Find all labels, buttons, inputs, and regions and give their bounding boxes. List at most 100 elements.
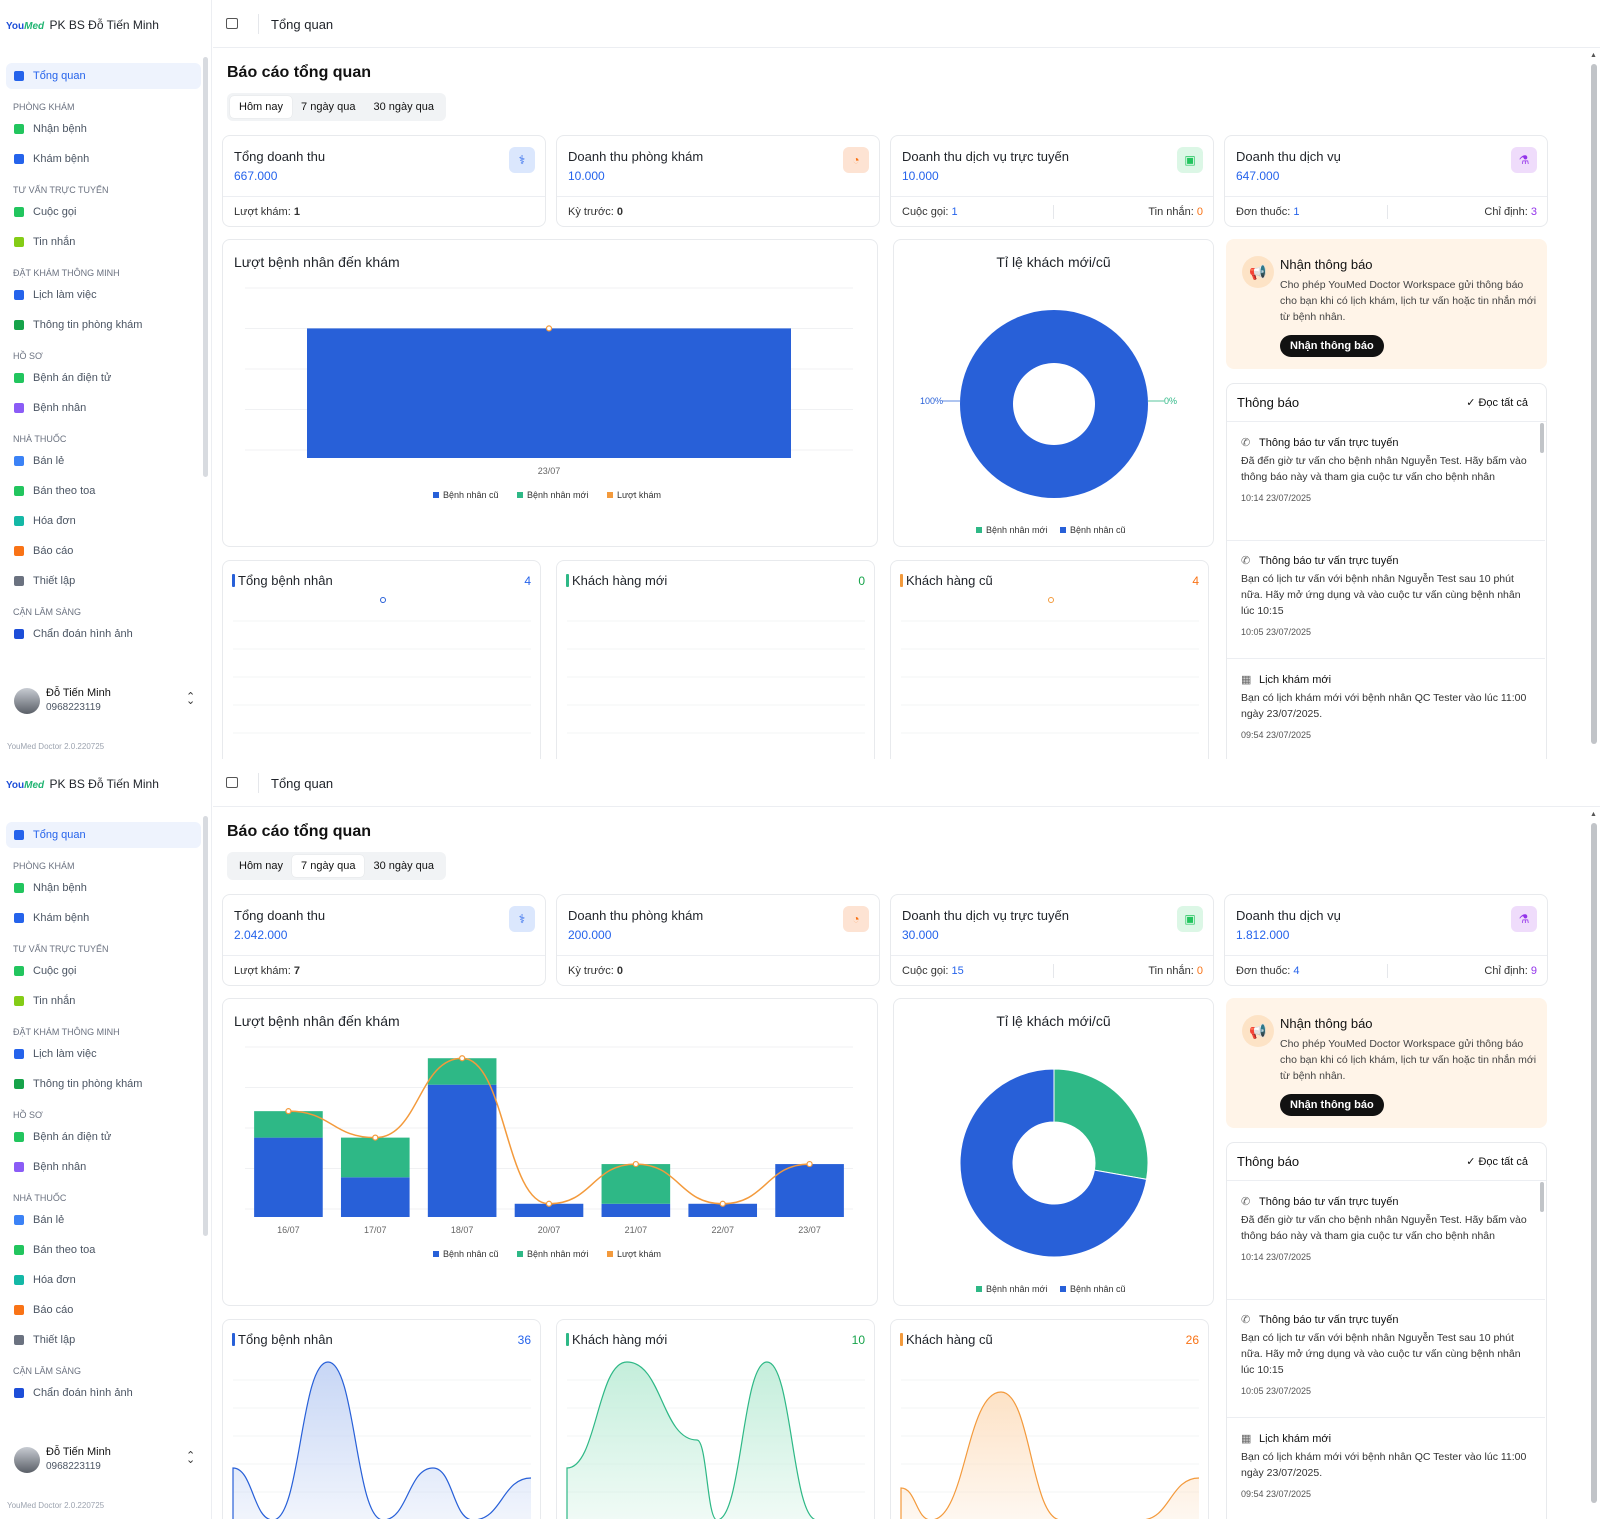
sidebar-item[interactable]: Cuộc gọi [6,958,201,984]
cta-description: Cho phép YouMed Doctor Workspace gửi thô… [1280,279,1537,323]
notification-item[interactable]: ✆ Thông báo tư vấn trực tuyến Đã đến giờ t… [1227,1195,1545,1300]
sidebar-item[interactable]: Bệnh án điện tử [6,365,201,391]
sidebar-item[interactable]: Bán lẻ [6,1207,201,1233]
sidebar-item[interactable]: Hóa đơn [6,1267,201,1293]
sidebar-item[interactable]: Chẩn đoán hình ảnh [6,1380,201,1406]
sidebar-item[interactable]: Thiết lập [6,1327,201,1353]
sidebar-item[interactable]: Khám bệnh [6,905,201,931]
user-profile[interactable]: Đỗ Tiến Minh 0968223119 ⌃ ⌄ [14,1445,200,1485]
sidebar-item[interactable]: Bán lẻ [6,448,201,474]
brand[interactable]: YouMed PK BS Đỗ Tiến Minh [6,777,159,791]
stethoscope-icon: ⚕ [509,906,535,932]
kpi-stat: Đơn thuốc: 4 [1236,965,1299,977]
sidebar-section-title: CẬN LÂM SÀNG [13,1366,82,1376]
kpi-footer: Cuộc gọi: 15 Tin nhắn: 0 [891,955,1213,986]
sidebar-item[interactable]: Thông tin phòng khám [6,312,201,338]
kpi-card-online-revenue[interactable]: Doanh thu dịch vụ trực tuyến 30.000 ▣ Cuộc … [890,894,1214,986]
kpi-card-total-revenue[interactable]: Tổng doanh thu 2.042.000 ⚕ Lượt khám: 7 [222,894,546,986]
bar-new-patients [601,1164,671,1204]
visits-chart-card: Lượt bệnh nhân đến khám 16/07 17/07 18/07 20… [222,998,878,1306]
sidebar-scrollbar[interactable] [203,816,208,1236]
sidebar-item[interactable]: Bán theo toa [6,478,201,504]
kpi-card-total-revenue[interactable]: Tổng doanh thu 667.000 ⚕ Lượt khám: 1 [222,135,546,227]
visits-chart-card: Lượt bệnh nhân đến khám 23/07 Bệnh nhân cũ… [222,239,878,547]
legend-swatch [517,492,523,498]
sidebar-toggle-icon[interactable] [226,18,238,29]
sidebar-item[interactable]: Báo cáo [6,1297,201,1323]
sidebar-item-label: Nhận bệnh [33,882,87,894]
mini-card-total-patients: Tổng bệnh nhân 4 [222,560,541,760]
sidebar-item[interactable]: Tin nhắn [6,229,201,255]
legend-label: Bệnh nhân mới [986,1284,1047,1294]
kpi-card-service-revenue[interactable]: Doanh thu dịch vụ 647.000 ⚗ Đơn thuốc: 1 Chỉ… [1224,135,1548,227]
notification-item[interactable]: ✆ Thông báo tư vấn trực tuyến Bạn có lịch … [1227,1313,1545,1418]
tab-period[interactable]: 7 ngày qua [292,855,365,877]
sidebar-item[interactable]: Bệnh án điện tử [6,1124,201,1150]
sidebar-item[interactable]: Nhận bệnh [6,116,201,142]
sidebar-item[interactable]: Báo cáo [6,538,201,564]
tab-period[interactable]: Hôm nay [239,860,284,872]
sidebar-item[interactable]: Cuộc gọi [6,199,201,225]
chevron-up-down-icon[interactable]: ⌃ ⌄ [186,1450,196,1466]
sidebar-item[interactable]: Thiết lập [6,568,201,594]
sidebar-item-label: Báo cáo [33,545,74,557]
sidebar-item[interactable]: Thông tin phòng khám [6,1071,201,1097]
page-scrollbar[interactable]: ▲ [1590,811,1598,1519]
enable-notifications-button[interactable]: Nhận thông báo [1280,335,1384,357]
tab-period[interactable]: 7 ngày qua [301,101,356,113]
sidebar-item[interactable]: Lịch làm việc [6,1041,201,1067]
enable-notifications-button[interactable]: Nhận thông báo [1280,1094,1384,1116]
sidebar-item[interactable]: Khám bệnh [6,146,201,172]
sidebar-section-title: ĐẶT KHÁM THÔNG MINH [13,268,120,278]
brand[interactable]: YouMed PK BS Đỗ Tiến Minh [6,18,159,32]
tab-period[interactable]: Hôm nay [230,96,293,118]
sidebar-item-label: Bệnh nhân [33,1161,87,1173]
kpi-card-clinic-revenue[interactable]: Doanh thu phòng khám 200.000 ◔ Kỳ trước: 0 [556,894,880,986]
mark-all-read-button[interactable]: ✓ Đọc tất cả [1466,397,1528,409]
mini-title: Khách hàng cũ [906,573,993,588]
notification-scrollbar[interactable] [1540,1182,1544,1212]
kpi-card-online-revenue[interactable]: Doanh thu dịch vụ trực tuyến 10.000 ▣ Cuộc … [890,135,1214,227]
sidebar-item[interactable]: Hóa đơn [6,508,201,534]
sidebar-item[interactable]: Tổng quan [6,822,201,848]
notification-item-desc: Bạn có lịch tư vấn với bệnh nhân Nguyễn … [1241,573,1521,617]
kpi-stat: Kỳ trước: 0 [568,206,623,218]
user-phone: 0968223119 [46,1461,101,1472]
user-profile[interactable]: Đỗ Tiến Minh 0968223119 ⌃ ⌄ [14,686,200,726]
sidebar-item[interactable]: Nhận bệnh [6,875,201,901]
bar-old-patients [514,1203,584,1217]
kpi-stat-value: 15 [951,965,964,977]
notification-item[interactable]: ✆ Thông báo tư vấn trực tuyến Đã đến giờ t… [1227,436,1545,541]
sidebar-item[interactable]: Bệnh nhân [6,1154,201,1180]
notification-permission-card: 📢 Nhận thông báo Cho phép YouMed Doctor Wo… [1226,239,1547,369]
sidebar-item[interactable]: Bán theo toa [6,1237,201,1263]
breadcrumb-title: Tổng quan [271,776,334,791]
cta-title: Nhận thông báo [1280,257,1373,272]
sidebar-item[interactable]: Bệnh nhân [6,395,201,421]
notification-item[interactable]: ▦ Lịch khám mới Bạn có lịch khám mới với b… [1241,1432,1531,1499]
notification-item-time: 10:14 23/07/2025 [1241,1252,1312,1262]
sidebar-item[interactable]: Lịch làm việc [6,282,201,308]
sidebar-item[interactable]: Tổng quan [6,63,201,89]
kpi-value: 1.812.000 [1236,928,1290,942]
kpi-card-clinic-revenue[interactable]: Doanh thu phòng khám 10.000 ◔ Kỳ trước: 0 [556,135,880,227]
mini-value: 4 [1192,574,1199,588]
sidebar-item-label: Tin nhắn [33,236,76,248]
sidebar-toggle-icon[interactable] [226,777,238,788]
sidebar-section-title: HỒ SƠ [13,351,43,361]
sidebar-scrollbar[interactable] [203,57,208,477]
divider [1387,964,1388,978]
page-scrollbar[interactable]: ▲ [1590,52,1598,760]
divider [1227,658,1545,659]
tab-period[interactable]: 30 ngày qua [373,101,435,113]
notification-item[interactable]: ▦ Lịch khám mới Bạn có lịch khám mới với b… [1241,673,1531,740]
tab-period[interactable]: 30 ngày qua [373,860,435,872]
chevron-up-down-icon[interactable]: ⌃ ⌄ [186,691,196,707]
kpi-card-service-revenue[interactable]: Doanh thu dịch vụ 1.812.000 ⚗ Đơn thuốc: 4 C… [1224,894,1548,986]
notification-scrollbar[interactable] [1540,423,1544,453]
notification-item[interactable]: ✆ Thông báo tư vấn trực tuyến Bạn có lịch … [1227,554,1545,659]
legend-label: Bệnh nhân cũ [443,1249,499,1259]
mark-all-read-button[interactable]: ✓ Đọc tất cả [1466,1156,1528,1168]
sidebar-item[interactable]: Chẩn đoán hình ảnh [6,621,201,647]
sidebar-item[interactable]: Tin nhắn [6,988,201,1014]
